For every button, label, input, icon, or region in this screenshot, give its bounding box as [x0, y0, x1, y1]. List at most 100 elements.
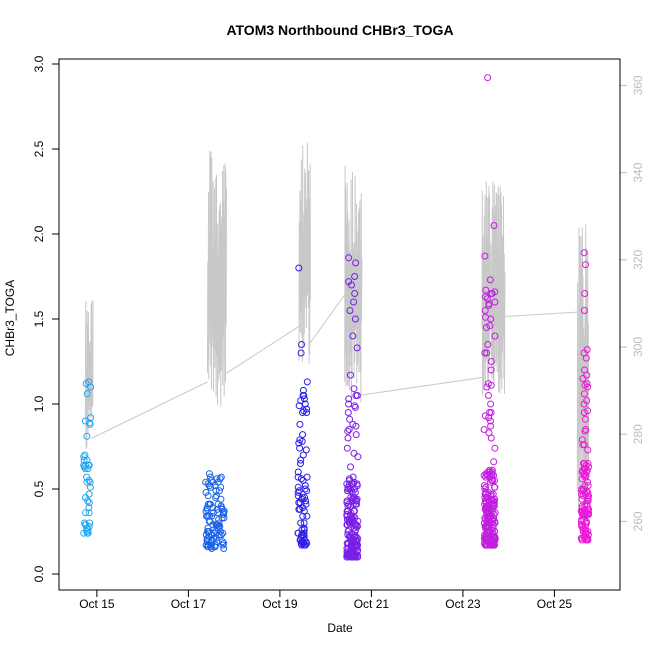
data-point	[85, 499, 93, 507]
y2-tick-label: 320	[631, 249, 645, 269]
data-point	[300, 533, 308, 541]
data-point	[297, 460, 304, 467]
data-point	[345, 426, 353, 433]
secondary-line-series	[84, 142, 590, 522]
data-point	[582, 471, 590, 479]
data-point	[581, 381, 589, 389]
data-point	[345, 475, 353, 483]
data-point	[490, 458, 498, 466]
y-tick-label: 0.0	[32, 565, 46, 582]
data-point	[582, 354, 590, 362]
data-point	[480, 426, 488, 433]
data-point	[351, 488, 359, 496]
data-point	[484, 536, 491, 544]
y-axis-label: CHBr3_TOGA	[3, 280, 17, 356]
data-point	[351, 290, 359, 297]
data-point	[486, 276, 494, 284]
data-point	[491, 483, 499, 491]
x-tick-label: Oct 17	[171, 597, 207, 611]
data-point	[487, 478, 494, 486]
data-point	[481, 500, 489, 508]
data-point	[351, 273, 359, 280]
data-point	[217, 483, 225, 491]
data-point	[489, 521, 497, 529]
data-point	[352, 522, 360, 530]
data-point	[301, 400, 309, 408]
data-point	[490, 511, 498, 518]
data-point	[353, 482, 361, 490]
data-point	[579, 492, 587, 500]
data-point	[204, 534, 211, 542]
data-point	[300, 392, 308, 399]
data-point	[346, 307, 354, 314]
data-point	[481, 412, 489, 420]
data-point	[303, 409, 311, 416]
data-point	[346, 485, 354, 493]
data-point	[487, 492, 495, 500]
y-tick-label: 2.5	[32, 140, 46, 157]
data-point	[484, 471, 492, 479]
data-point	[581, 533, 589, 541]
data-point	[294, 468, 302, 476]
data-point	[212, 487, 220, 495]
data-point	[350, 536, 358, 544]
data-point	[207, 543, 214, 551]
data-point	[83, 478, 91, 486]
data-point	[578, 509, 586, 517]
data-point	[353, 344, 361, 352]
y2-tick-label: 300	[631, 337, 645, 357]
data-point	[348, 516, 356, 524]
data-point	[581, 415, 589, 423]
secondary-line-connector	[90, 381, 208, 440]
data-point	[84, 497, 92, 505]
data-point	[491, 288, 499, 296]
data-point	[344, 550, 351, 558]
data-point	[489, 541, 497, 549]
data-point	[485, 509, 493, 517]
data-point	[351, 507, 358, 515]
data-point	[80, 456, 88, 464]
data-point	[301, 541, 309, 549]
data-point	[81, 521, 89, 529]
y-tick-label: 3.0	[32, 55, 46, 72]
data-point	[345, 395, 353, 403]
data-point	[300, 507, 308, 515]
data-point	[294, 483, 302, 491]
data-point	[480, 471, 488, 479]
data-point	[216, 475, 224, 483]
data-point	[583, 397, 591, 405]
scatter-points	[80, 74, 593, 561]
data-point	[347, 543, 355, 551]
secondary-line-connector	[361, 377, 483, 396]
data-point	[300, 395, 308, 403]
data-point	[81, 465, 89, 473]
secondary-line-burst	[576, 224, 590, 522]
data-point	[579, 375, 587, 382]
data-point	[347, 371, 354, 379]
data-point	[212, 534, 220, 542]
x-tick-label: Oct 21	[354, 597, 390, 611]
data-point	[86, 478, 94, 486]
data-point	[353, 495, 361, 503]
x-tick-label: Oct 25	[537, 597, 573, 611]
data-point	[85, 522, 93, 530]
y-tick-label: 0.5	[32, 480, 46, 497]
data-point	[302, 497, 310, 505]
data-point	[85, 490, 93, 498]
data-point	[487, 434, 495, 442]
data-point	[484, 341, 492, 348]
data-point	[488, 477, 496, 484]
data-point	[584, 407, 592, 415]
data-point	[584, 446, 592, 454]
data-point	[209, 521, 217, 529]
y-tick-label: 1.0	[32, 395, 46, 412]
chart-title: ATOM3 Northbound CHBr3_TOGA	[226, 22, 453, 38]
data-point	[294, 488, 302, 496]
data-point	[352, 392, 360, 399]
secondary-line-burst	[344, 165, 363, 403]
data-point	[83, 524, 91, 532]
data-point	[348, 281, 355, 289]
y2-tick-label: 360	[631, 75, 645, 95]
data-point	[487, 290, 495, 297]
data-point	[220, 509, 227, 517]
